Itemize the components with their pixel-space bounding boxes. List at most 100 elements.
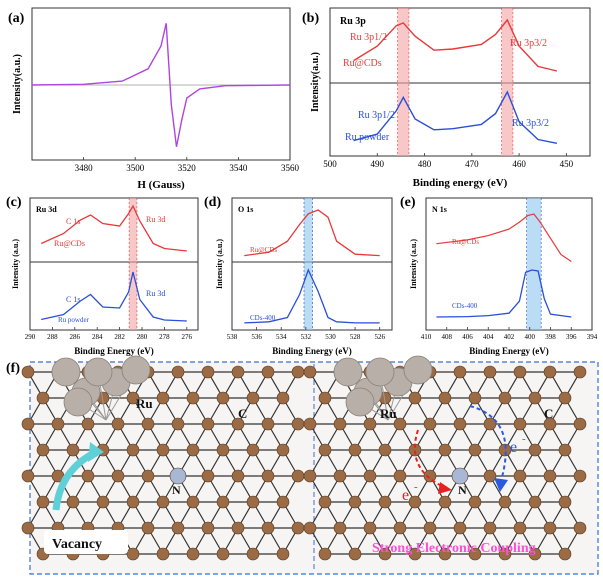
panel-a-tick-label: 3480 (75, 163, 94, 173)
panel-e: (e) 410 408 406 404 402 400 398 396 394 N 1s Bin… (400, 195, 598, 356)
panel-d-band (304, 198, 313, 330)
panel-f-left-carbon-atom (126, 391, 140, 405)
panel-b-bot-peak1: Ru 3p1/2 (358, 110, 395, 121)
panel-d-tick-label: 534 (276, 333, 287, 341)
panel-b-tick-label: 460 (512, 159, 526, 169)
panel-a: (a) 3480 3500 3520 3540 3560 H (Gauss) Inten… (8, 7, 300, 191)
panel-f-right-carbon-atom (318, 547, 332, 561)
panel-f-right-carbon-atom (573, 417, 587, 431)
panel-f-left-ru-atom (63, 387, 93, 417)
panel-c-label: (c) (6, 195, 22, 210)
panel-c-bot-peak1: C 1s (66, 295, 80, 304)
panel-a-epr-curve (31, 23, 291, 147)
panel-c-tick-label: 282 (114, 333, 125, 341)
panel-c-band (129, 198, 137, 330)
panel-b-tick-label: 470 (465, 159, 479, 169)
panel-b-xticks: 500 490 480 470 460 450 (323, 153, 574, 169)
panel-f-right-carbon-atom (303, 521, 317, 535)
panel-c-highlight (128, 198, 138, 330)
panel-f-left-carbon-atom (276, 443, 290, 457)
panel-f-right-carbon-atom (513, 417, 527, 431)
panel-d-tick-label: 536 (251, 333, 262, 341)
panel-f-left-carbon-atom (156, 547, 170, 561)
panel-f-right-carbon-atom (378, 443, 392, 457)
panel-f-left-carbon-atom (21, 417, 35, 431)
panel-e-label: (e) (400, 195, 416, 210)
panel-f-left-carbon-atom (66, 495, 80, 509)
panel-f-right-carbon-atom (408, 495, 422, 509)
panel-f-right-ru-atom (403, 355, 433, 385)
panel-f-right-carbon-atom (558, 495, 572, 509)
panel-b-tick-label: 490 (371, 159, 385, 169)
panel-f-right-carbon-atom (303, 365, 317, 379)
panel-f-left-carbon-atom (291, 417, 305, 431)
panel-e-tick-label: 402 (504, 333, 515, 341)
panel-c-xticks: 290 288 286 284 282 280 278 276 (25, 327, 193, 341)
panel-f-right-carbon-atom (333, 469, 347, 483)
panel-f-left-carbon-atom (291, 469, 305, 483)
panel-c-tick-label: 280 (137, 333, 148, 341)
panel-f-left-carbon-atom (261, 365, 275, 379)
panel-b-corner-label: Ru 3p (340, 16, 366, 27)
panel-f-right-carbon-atom (393, 521, 407, 535)
panel-f-right-carbon-atom (558, 391, 572, 405)
panel-f-right-carbon-atom (408, 547, 422, 561)
panel-f-left-carbon-atom (201, 469, 215, 483)
panel-d-tick-label: 532 (301, 333, 312, 341)
panel-e-tick-label: 404 (483, 333, 494, 341)
panel-f-e-right: e (510, 439, 517, 456)
panel-f-left-carbon-atom (126, 443, 140, 457)
panel-f-right-carbon-atom (393, 469, 407, 483)
panel-f-right-carbon-atom (423, 417, 437, 431)
panel-f-left-carbon-atom (261, 469, 275, 483)
panel-d-label: (d) (204, 195, 221, 210)
panel-f-left-ru-atom (51, 357, 81, 387)
panel-e-bot-series: CDs-400 (452, 302, 478, 310)
panel-e-xticks: 410 408 406 404 402 400 398 396 394 (421, 327, 598, 341)
panel-f-left-ru-atom (83, 357, 113, 387)
panel-f-right-carbon-atom (348, 547, 362, 561)
panel-f-c-left: C (238, 406, 247, 421)
panel-f-left-nitrogen-atom (169, 467, 187, 485)
panel-c-ylabel: Intensity (a.u.) (11, 239, 20, 289)
panel-c-tick-label: 286 (70, 333, 81, 341)
panel-e-xlabel: Binding Energy (eV) (469, 346, 549, 356)
panel-f-right-carbon-atom (498, 443, 512, 457)
panel-f-right-carbon-atom (483, 417, 497, 431)
panel-f-left-carbon-atom (36, 391, 50, 405)
panel-f-left-carbon-atom (81, 417, 95, 431)
panel-f-left-carbon-atom (21, 521, 35, 535)
panel-c-tick-label: 278 (159, 333, 170, 341)
panel-e-corner-label: N 1s (432, 205, 447, 214)
panel-f-left-carbon-atom (231, 417, 245, 431)
panel-f-label: (f) (6, 361, 20, 376)
panel-f-left-carbon-atom (186, 443, 200, 457)
panel-b-bot-series: Ru powder (345, 132, 390, 143)
panel-c-tick-label: 290 (25, 333, 36, 341)
panel-b-top-peak2: Ru 3p3/2 (510, 38, 547, 49)
panel-e-tick-label: 396 (566, 333, 577, 341)
panel-f-right-carbon-atom (573, 521, 587, 535)
panel-f-right-carbon-atom (333, 521, 347, 535)
panel-f-right-carbon-atom (468, 443, 482, 457)
panel-a-xlabel: H (Gauss) (137, 179, 185, 191)
panel-f-right-carbon-atom (303, 469, 317, 483)
panel-f-right-carbon-atom (483, 365, 497, 379)
panel-f-left-carbon-atom (246, 547, 260, 561)
panel-b: (b) 500 490 480 470 460 450 Ru 3p Binding ene… (302, 7, 591, 189)
panel-e-tick-label: 400 (525, 333, 536, 341)
panel-c-bot-peak2: Ru 3d (146, 289, 165, 298)
panel-e-tick-label: 410 (421, 333, 432, 341)
panel-f-right-carbon-atom (363, 469, 377, 483)
panel-b-ru-cds-curve (353, 18, 558, 72)
panel-f-left-carbon-atom (186, 547, 200, 561)
panel-f-left-carbon-atom (156, 391, 170, 405)
panel-f-right-carbon-atom (513, 521, 527, 535)
panel-c-ru-powder-curve (41, 271, 187, 322)
panel-f-coupling-label: Strong Electronic Coupling (372, 541, 536, 556)
panel-b-top-series: Ru@CDs (343, 58, 382, 69)
panel-e-frame (425, 197, 593, 331)
panel-f-left-carbon-atom (216, 443, 230, 457)
panel-f-left-carbon-atom (141, 417, 155, 431)
panel-f-e-right-sup: - (522, 433, 526, 445)
